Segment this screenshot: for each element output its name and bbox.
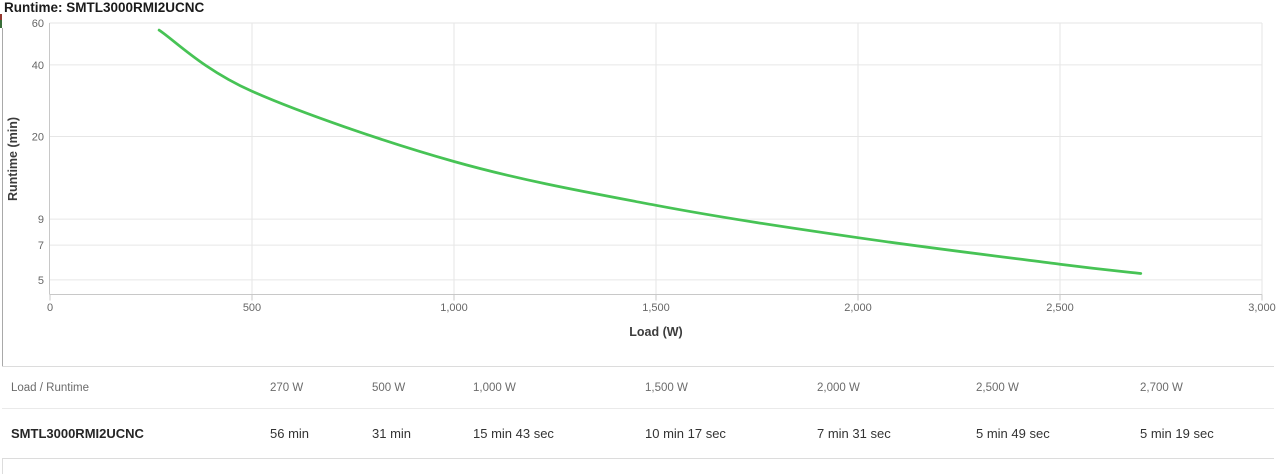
y-tick-label-9: 9 [38,214,44,226]
table-header-row: Load / Runtime 270 W 500 W 1,000 W 1,500… [2,367,1274,409]
table-row-model-name: SMTL3000RMI2UCNC [11,426,144,441]
table-header-2700w: 2,700 W [1140,381,1183,394]
page-title: Runtime: SMTL3000RMI2UCNC [4,0,205,15]
load-runtime-table: Load / Runtime 270 W 500 W 1,000 W 1,500… [2,366,1274,459]
panel-left-border [2,28,3,456]
y-tick-label-20: 20 [32,132,44,144]
y-axis-title: Runtime (min) [6,116,20,202]
table-cell-runtime-1000w: 15 min 43 sec [473,426,554,441]
table-header-1000w: 1,000 W [473,381,516,394]
table-cell-runtime-500w: 31 min [372,426,412,441]
y-tick-label-5: 5 [38,275,44,287]
page-edge-artifact-red [0,14,2,20]
table-header-2500w: 2,500 W [976,381,1019,394]
x-axis-title: Load (W) [629,325,683,339]
x-tick-label-3000: 3,000 [1248,302,1276,314]
page-edge-artifact-green [0,20,2,28]
table-cell-runtime-2500w: 5 min 49 sec [976,426,1050,441]
x-tick-label-2000: 2,000 [844,302,872,314]
x-tick-label-1500: 1,500 [642,302,670,314]
table-header-500w: 500 W [372,381,406,394]
runtime-chart: 60 40 20 9 7 5 0 500 1,000 1,500 2,000 2,500 3,000 [32,18,1276,314]
table-header-load-runtime: Load / Runtime [11,381,89,394]
y-tick-label-40: 40 [32,60,44,72]
x-tick-label-2500: 2,500 [1046,302,1074,314]
table-header-2000w: 2,000 W [817,381,860,394]
panel-left-border-lower [2,456,3,474]
x-tick-label-0: 0 [47,302,53,314]
y-tick-label-7: 7 [38,240,44,252]
table-cell-runtime-1500w: 10 min 17 sec [645,426,726,441]
x-tick-label-500: 500 [243,302,261,314]
y-tick-label-60: 60 [32,18,44,30]
table-header-1500w: 1,500 W [645,381,688,394]
table-row: SMTL3000RMI2UCNC 56 min 31 min 15 min 43… [2,409,1274,459]
table-cell-runtime-2700w: 5 min 19 sec [1140,426,1214,441]
x-tick-label-1000: 1,000 [440,302,468,314]
table-cell-runtime-2000w: 7 min 31 sec [817,426,891,441]
table-header-270w: 270 W [270,381,304,394]
table-cell-runtime-270w: 56 min [270,426,310,441]
runtime-series-line[interactable] [157,28,1143,275]
